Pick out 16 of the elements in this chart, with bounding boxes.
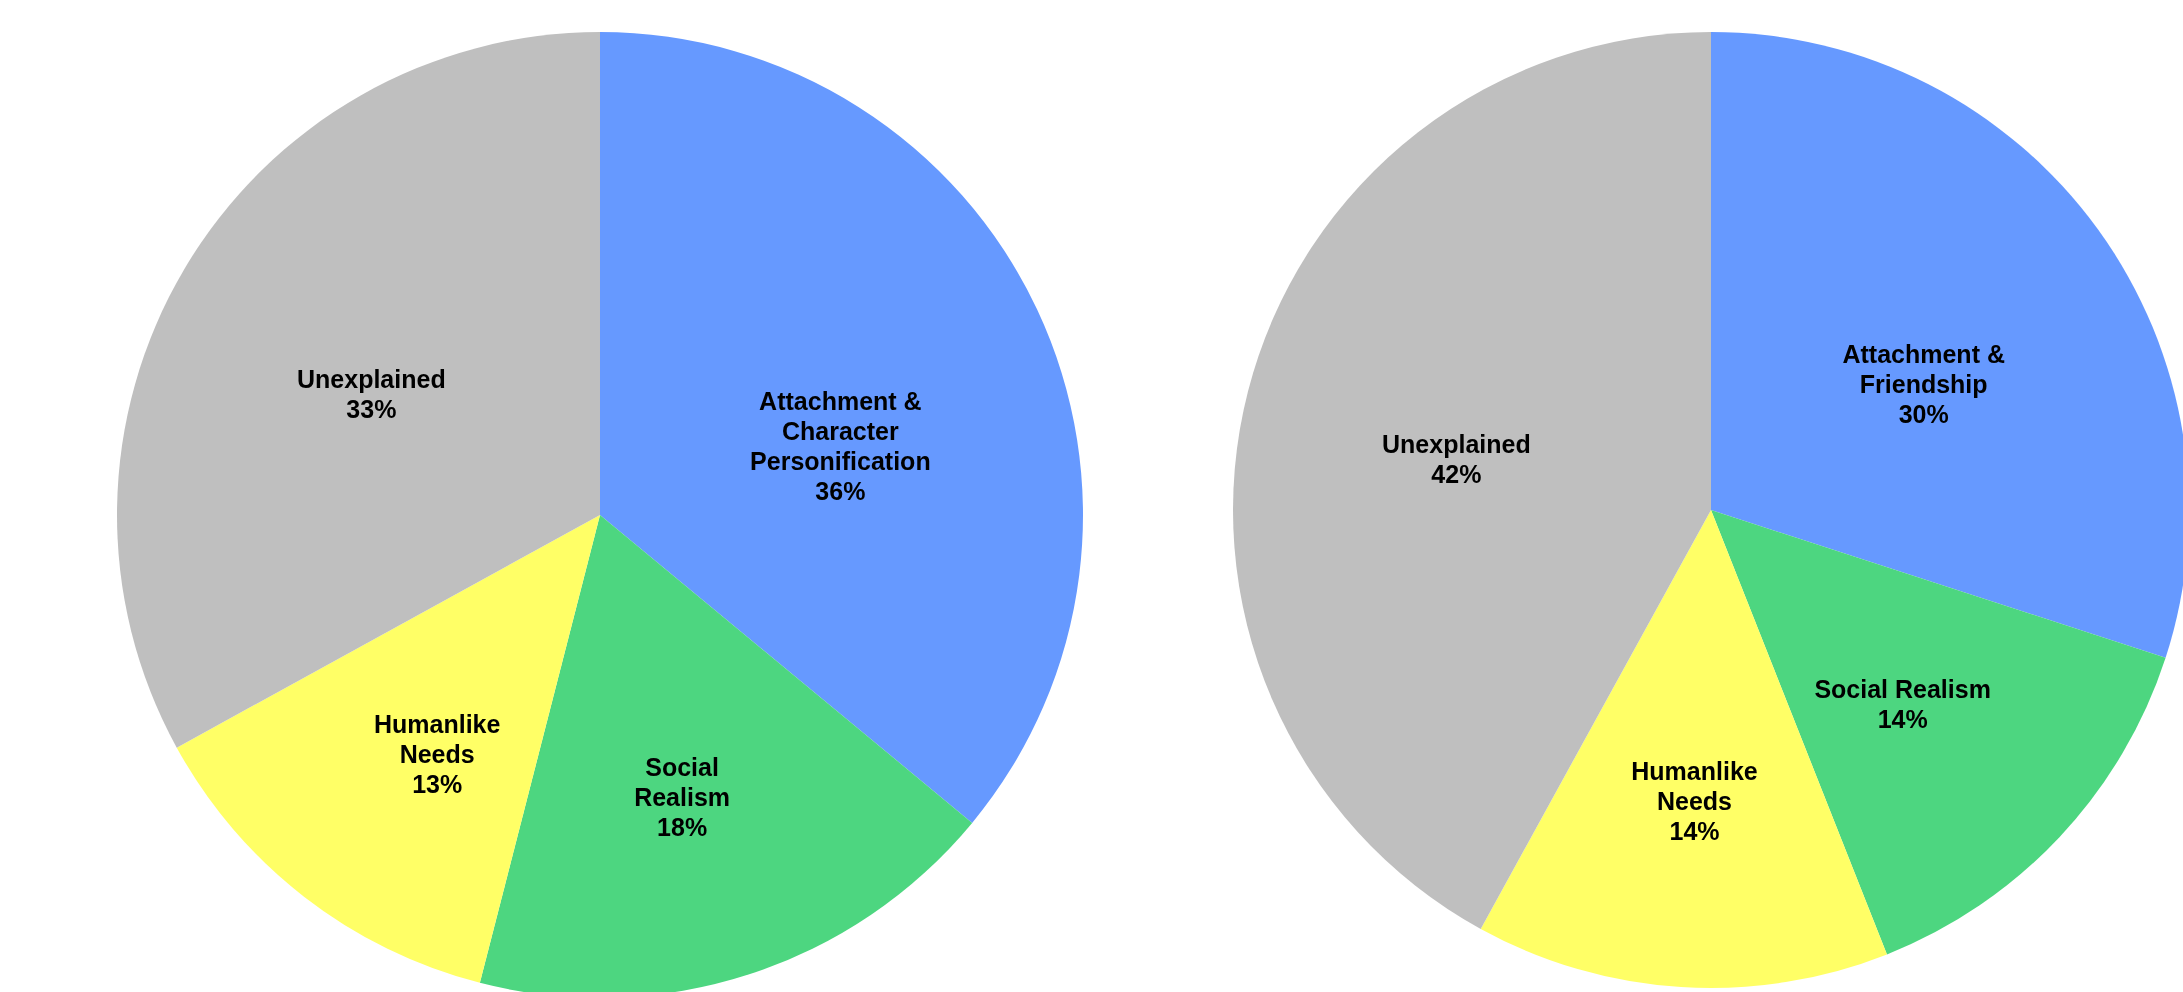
slice-label: Unexplained [297, 364, 446, 393]
slice-label: Attachment & Friendship [1842, 340, 2005, 399]
data-label: 18% [657, 812, 708, 841]
data-label: 14% [1669, 817, 1720, 846]
data-label: 13% [412, 769, 463, 798]
slice-label: Humanlike Needs [373, 709, 501, 768]
data-label: 33% [346, 394, 397, 423]
slice-label: Social Realism [634, 752, 731, 811]
slice-label: Social Realism [1814, 674, 1991, 703]
data-label: 36% [815, 476, 866, 505]
data-label: 30% [1898, 400, 1949, 429]
data-label: 42% [1431, 459, 1482, 488]
data-label: 14% [1877, 704, 1928, 733]
slice-label: Humanlike Needs [1631, 757, 1758, 816]
slice-label: Unexplained [1382, 429, 1531, 458]
slice-label: Attachment & Character Personification [750, 386, 931, 475]
